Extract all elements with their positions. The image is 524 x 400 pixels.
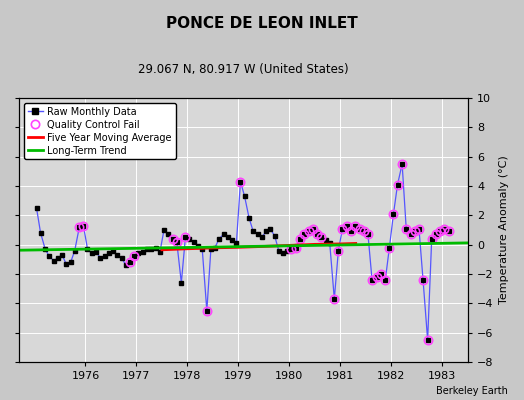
Title: 29.067 N, 80.917 W (United States): 29.067 N, 80.917 W (United States) xyxy=(138,63,349,76)
Text: Berkeley Earth: Berkeley Earth xyxy=(436,386,508,396)
Y-axis label: Temperature Anomaly (°C): Temperature Anomaly (°C) xyxy=(499,156,509,304)
Text: PONCE DE LEON INLET: PONCE DE LEON INLET xyxy=(166,16,358,31)
Legend: Raw Monthly Data, Quality Control Fail, Five Year Moving Average, Long-Term Tren: Raw Monthly Data, Quality Control Fail, … xyxy=(24,103,176,159)
